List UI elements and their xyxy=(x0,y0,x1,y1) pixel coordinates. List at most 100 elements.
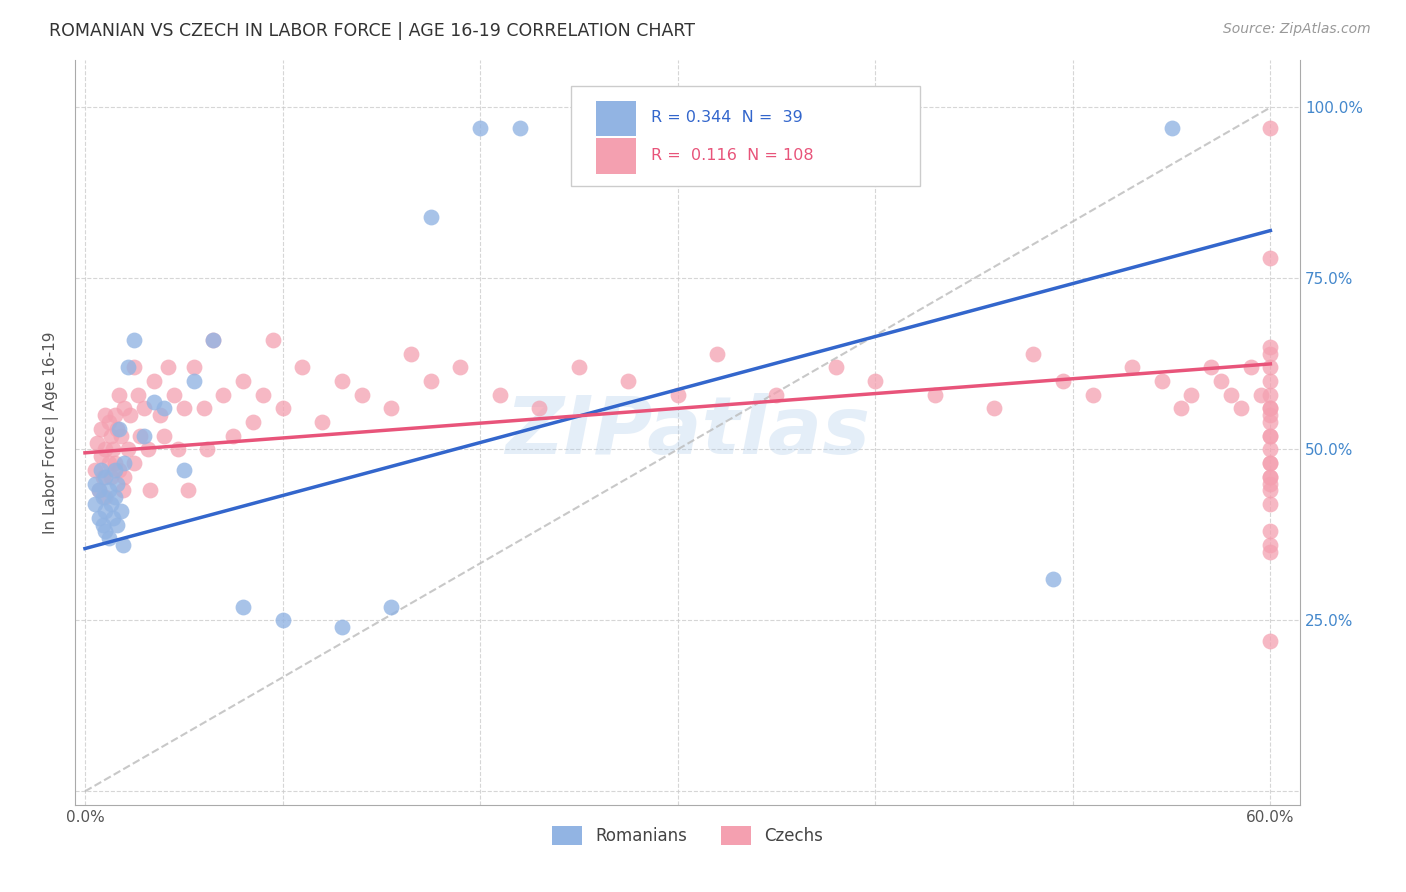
Point xyxy=(183,374,205,388)
Point xyxy=(350,387,373,401)
Point xyxy=(1260,346,1282,360)
Point xyxy=(124,456,146,470)
Point xyxy=(153,428,176,442)
Point xyxy=(468,120,491,135)
Point xyxy=(1170,401,1192,416)
Text: ROMANIAN VS CZECH IN LABOR FORCE | AGE 16-19 CORRELATION CHART: ROMANIAN VS CZECH IN LABOR FORCE | AGE 1… xyxy=(49,22,695,40)
Point xyxy=(509,120,531,135)
Point xyxy=(1260,251,1282,265)
Point xyxy=(97,483,120,498)
Point xyxy=(706,346,728,360)
Point xyxy=(1260,340,1282,354)
Point xyxy=(104,456,127,470)
Point xyxy=(1260,476,1282,491)
Point xyxy=(100,497,122,511)
Point xyxy=(202,333,225,347)
Point xyxy=(111,483,134,498)
Point xyxy=(93,408,115,422)
Point xyxy=(1180,387,1202,401)
Point xyxy=(262,333,284,347)
Point xyxy=(380,401,402,416)
Point xyxy=(104,408,127,422)
Point xyxy=(1260,538,1282,552)
Point xyxy=(1160,120,1182,135)
Point xyxy=(1260,524,1282,539)
Point xyxy=(1260,428,1282,442)
Point xyxy=(1260,360,1282,375)
Point xyxy=(232,599,254,614)
Point xyxy=(117,442,139,457)
Text: ZIPatlas: ZIPatlas xyxy=(505,393,870,471)
Point xyxy=(114,456,136,470)
Point xyxy=(399,346,422,360)
Point xyxy=(1150,374,1173,388)
Point xyxy=(197,442,219,457)
Point xyxy=(183,360,205,375)
Point xyxy=(105,517,128,532)
Point xyxy=(330,374,353,388)
Point xyxy=(1229,401,1251,416)
Point xyxy=(101,442,124,457)
Point xyxy=(100,469,122,483)
Point xyxy=(419,374,441,388)
Point xyxy=(83,463,105,477)
Point xyxy=(177,483,200,498)
Bar xyxy=(596,138,636,174)
Point xyxy=(1260,408,1282,422)
Point xyxy=(107,422,129,436)
Point xyxy=(924,387,946,401)
Point xyxy=(1260,401,1282,416)
Point xyxy=(232,374,254,388)
Point xyxy=(1260,483,1282,498)
Point xyxy=(143,374,166,388)
Point xyxy=(1260,469,1282,483)
Point xyxy=(149,408,172,422)
Point xyxy=(330,620,353,634)
Legend: Romanians, Czechs: Romanians, Czechs xyxy=(553,827,823,845)
Point xyxy=(193,401,215,416)
Point xyxy=(114,401,136,416)
Point xyxy=(134,428,156,442)
Point xyxy=(90,463,112,477)
Point xyxy=(105,422,128,436)
Point xyxy=(1260,374,1282,388)
Point xyxy=(529,401,551,416)
Point xyxy=(419,210,441,224)
Point xyxy=(114,469,136,483)
Point xyxy=(1260,545,1282,559)
Point xyxy=(1260,428,1282,442)
Point xyxy=(212,387,235,401)
Point xyxy=(1260,469,1282,483)
Point xyxy=(222,428,245,442)
Point xyxy=(93,490,115,504)
Point xyxy=(1239,360,1261,375)
Point xyxy=(173,463,195,477)
Point xyxy=(865,374,887,388)
Y-axis label: In Labor Force | Age 16-19: In Labor Force | Age 16-19 xyxy=(44,331,59,533)
Point xyxy=(107,387,129,401)
Point xyxy=(1199,360,1222,375)
Point xyxy=(617,374,640,388)
Point xyxy=(1219,387,1241,401)
Point xyxy=(1250,387,1272,401)
Point xyxy=(1260,401,1282,416)
Point xyxy=(242,415,264,429)
Point xyxy=(1260,497,1282,511)
Point xyxy=(127,387,149,401)
Point xyxy=(90,449,112,463)
Point xyxy=(97,456,120,470)
Point xyxy=(824,360,846,375)
Point xyxy=(568,360,591,375)
Point xyxy=(83,497,105,511)
Point xyxy=(100,428,122,442)
Point xyxy=(105,476,128,491)
Point xyxy=(97,531,120,545)
Point xyxy=(1260,120,1282,135)
Text: Source: ZipAtlas.com: Source: ZipAtlas.com xyxy=(1223,22,1371,37)
Point xyxy=(107,463,129,477)
FancyBboxPatch shape xyxy=(571,86,921,186)
Point xyxy=(110,428,132,442)
Point xyxy=(136,442,159,457)
Point xyxy=(173,401,195,416)
Point xyxy=(117,360,139,375)
